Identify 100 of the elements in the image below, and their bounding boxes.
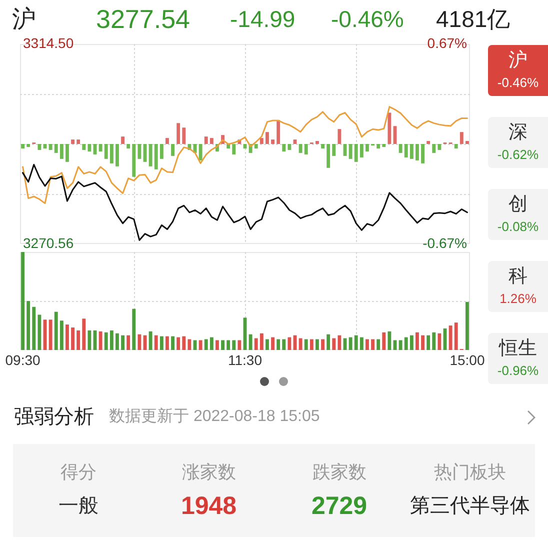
bar [26,144,30,147]
bar [138,334,142,350]
bar [160,144,164,159]
bar [66,144,69,162]
bar [54,144,58,153]
text: 第三代半导体 [410,495,530,517]
y2-tick-label: -0.67% [422,234,467,251]
bar [426,141,430,144]
bar [260,333,264,350]
bar [204,339,208,350]
bar [166,336,169,350]
category-label: 科 [508,266,528,288]
bar [121,335,124,350]
bar [104,332,108,350]
bar [248,334,252,350]
bar [76,140,80,144]
bar [454,144,458,148]
bar [176,337,180,350]
bar [21,252,24,350]
bar [460,132,464,144]
y-tick-label: 3314.50 [23,34,74,51]
bar [426,335,430,350]
bar [448,326,452,350]
bar [276,120,280,144]
bar [354,144,358,162]
bar [148,144,152,166]
text: -0.46% [331,6,404,34]
bar [154,144,158,170]
bar [38,144,42,150]
bar [338,129,342,144]
bar [271,337,274,350]
text: 1.26% [500,291,536,306]
bar [416,144,419,160]
bar [116,144,119,166]
category-label: 得分 [60,462,96,484]
bar [360,337,364,350]
bar [404,144,408,158]
bar [348,337,352,350]
bar [82,144,86,150]
y2-tick-label: 0.67% [427,34,467,51]
category-label: 恒生 [499,338,537,360]
bar [254,144,258,148]
bar [71,140,74,144]
bar [366,339,369,350]
category-label: 创 [508,194,528,216]
bar [132,144,136,177]
bar [71,327,74,350]
bar [171,144,174,156]
bar [410,335,414,350]
bar [210,337,214,350]
bar [321,339,324,350]
text: 沪 [12,6,36,34]
bar [398,340,402,350]
bar [104,144,108,159]
bar [88,144,92,152]
bar [348,144,352,159]
bar [310,339,314,350]
bar [316,339,319,350]
bar [76,330,80,350]
bar [210,138,214,144]
bar [221,340,224,350]
bar [226,340,230,350]
bar [421,144,424,164]
bar [271,140,274,144]
x-tick-label: 15:00 [450,352,485,368]
bar [398,144,402,153]
bar [282,144,286,152]
bar [316,141,319,144]
bar [88,330,92,350]
bar [388,112,392,144]
bar [421,335,424,350]
bar [188,339,192,350]
x-tick-label: 11:30 [228,352,262,368]
bar [166,138,169,144]
text: 数据更新于 2022-08-18 15:05 [109,407,320,427]
bar [298,144,302,153]
bar [288,144,292,150]
category-label: 沪 [508,50,528,72]
bar [38,314,42,350]
bar [416,332,419,350]
bar [126,144,130,148]
text: 1948 [180,492,237,520]
bar [132,308,136,350]
text: -0.62% [497,147,539,162]
bar [332,338,336,350]
bar [360,144,364,158]
bar [404,337,408,350]
bar [282,339,286,350]
bar [182,336,186,350]
bar [148,331,152,350]
bar [116,333,119,350]
bar [354,335,358,350]
bar [304,144,308,154]
bar [276,339,280,350]
text: 一般 [58,495,98,517]
bar [326,144,330,168]
bar [238,340,242,350]
bar [204,136,208,144]
bar [266,132,269,144]
bar [110,144,114,164]
